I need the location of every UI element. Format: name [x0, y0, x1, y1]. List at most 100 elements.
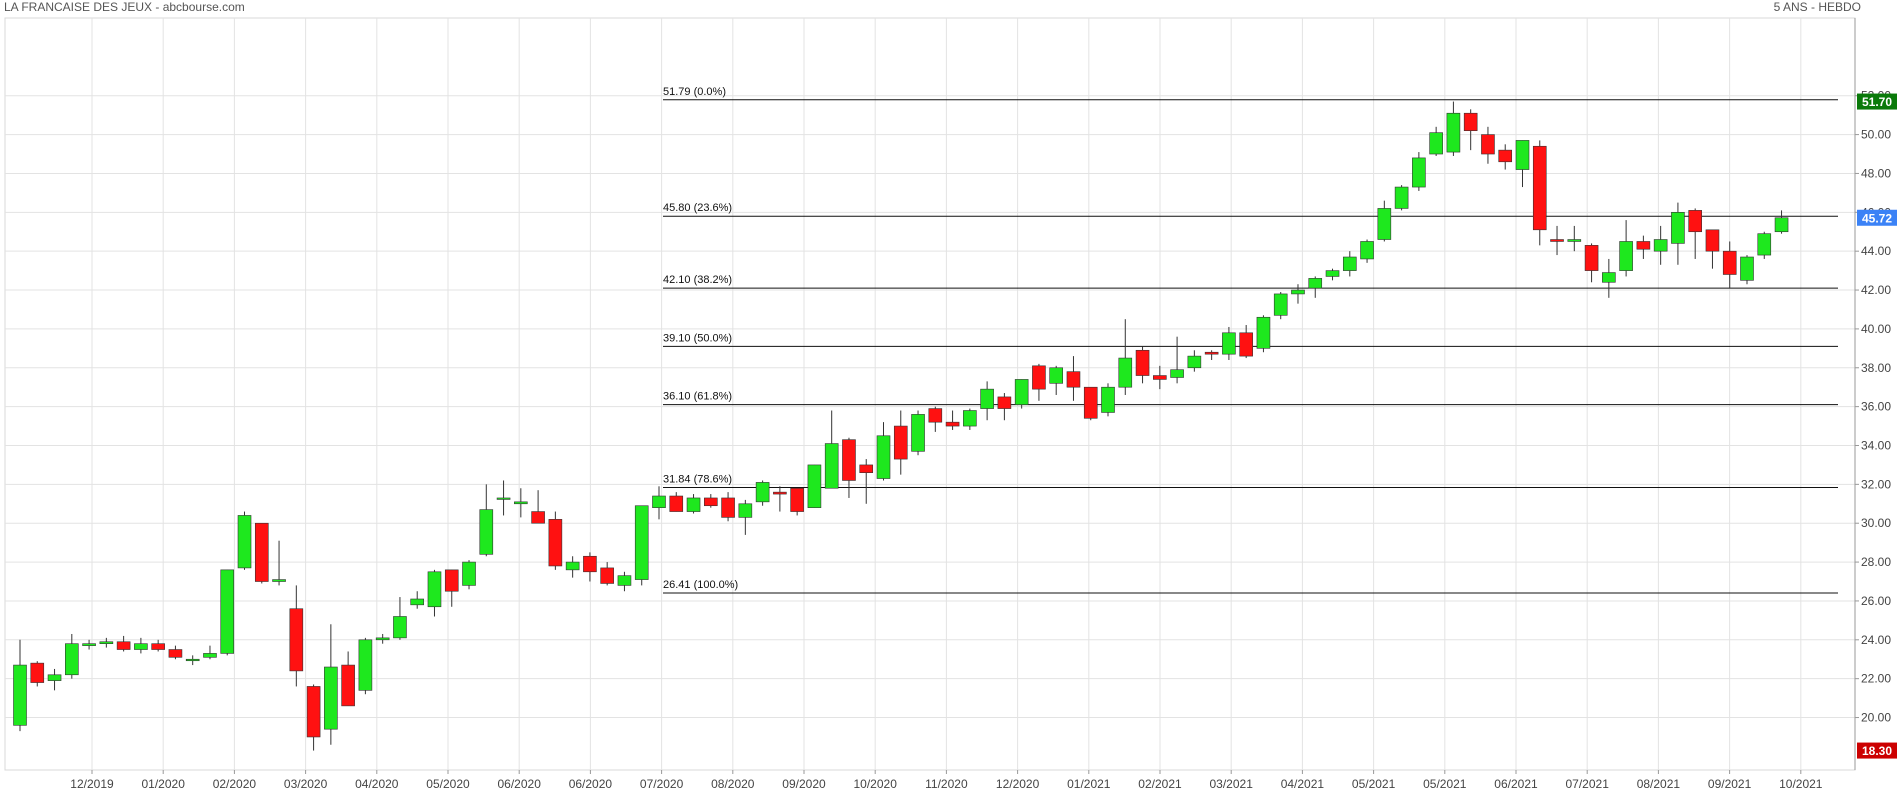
candle-body: [980, 388, 994, 409]
candle-body: [1515, 140, 1530, 170]
candle-body: [1170, 369, 1184, 378]
candle-down: [1032, 363, 1046, 401]
candle-down: [669, 492, 684, 512]
candle-down: [548, 511, 563, 570]
candle-body: [893, 425, 908, 460]
candle-down: [842, 437, 856, 498]
price-badge-last: 45.72: [1857, 209, 1897, 226]
candle-up: [1256, 315, 1271, 353]
candle-body: [755, 482, 770, 503]
candle-up: [1273, 291, 1288, 320]
candle-up: [375, 633, 390, 644]
candle-up: [1325, 268, 1340, 281]
chart-title: LA FRANCAISE DES JEUX - abcbourse.com: [4, 0, 245, 14]
candle-down: [1204, 350, 1219, 360]
candle-body: [634, 505, 649, 580]
candle-body: [306, 686, 321, 738]
candle-body: [1550, 239, 1564, 242]
candle-body: [1584, 245, 1599, 271]
price-badge-bg: [1857, 93, 1897, 110]
candle-body: [1636, 241, 1651, 250]
candle-body: [1481, 134, 1495, 155]
candle-down: [168, 645, 183, 660]
y-tick-label: 36.00: [1861, 400, 1891, 414]
candle-down: [1239, 325, 1253, 359]
candle-body: [514, 501, 528, 505]
candle-up: [807, 464, 822, 508]
candle-up: [47, 668, 62, 691]
candle-down: [773, 486, 787, 512]
y-tick-label: 20.00: [1861, 711, 1891, 725]
candle-down: [1722, 241, 1737, 289]
candle-body: [168, 649, 183, 658]
candle-body: [1740, 256, 1754, 281]
candle-body: [65, 643, 79, 676]
candle-body: [548, 519, 563, 567]
candle-body: [496, 497, 511, 500]
candle-body: [1688, 210, 1702, 233]
candle-down: [289, 585, 304, 687]
candle-body: [1083, 386, 1098, 419]
fibonacci-level-label: 26.41 (100.0%): [663, 579, 738, 591]
candle-up: [427, 569, 442, 617]
candle-down: [30, 661, 45, 687]
candle-body: [1342, 256, 1357, 271]
candle-down: [600, 562, 614, 586]
candle-up: [1653, 225, 1668, 265]
fibonacci-level-label: 45.80 (23.6%): [663, 202, 732, 214]
candle-up: [1308, 276, 1323, 298]
candle-body: [1446, 112, 1461, 153]
fibonacci-level-label: 42.10 (38.2%): [663, 274, 732, 286]
candle-up: [963, 408, 977, 430]
candle-down: [1083, 386, 1098, 421]
x-tick-label: 01/2021: [1067, 777, 1111, 791]
candle-up: [13, 639, 27, 732]
candle-body: [116, 641, 131, 650]
x-tick-label: 07/2021: [1566, 777, 1610, 791]
candle-body: [427, 571, 442, 608]
candle-body: [876, 435, 891, 479]
candle-body: [617, 575, 632, 586]
x-tick-label: 12/2019: [70, 777, 114, 791]
candle-down: [1135, 346, 1150, 384]
candle-up: [980, 381, 994, 421]
candle-down: [1532, 140, 1547, 246]
x-tick-label: 05/2021: [1423, 777, 1467, 791]
candle-body: [444, 569, 459, 592]
candle-body: [289, 608, 304, 672]
candle-body: [1498, 149, 1513, 163]
candle-up: [1567, 225, 1582, 252]
candle-body: [652, 495, 666, 508]
candle-up: [358, 637, 373, 695]
candle-up: [496, 480, 511, 516]
candle-body: [945, 421, 960, 427]
x-tick-label: 02/2020: [213, 777, 257, 791]
candle-body: [393, 616, 407, 639]
candle-body: [479, 509, 494, 555]
candle-body: [1774, 217, 1789, 233]
x-tick-label: 09/2020: [782, 777, 826, 791]
candle-down: [1584, 243, 1599, 283]
candle-up: [1394, 185, 1409, 211]
candle-body: [1101, 386, 1115, 413]
candle-down: [1705, 229, 1720, 269]
candle-down: [859, 459, 874, 504]
candle-body: [1653, 239, 1668, 252]
candle-down: [945, 410, 960, 430]
candle-body: [203, 653, 217, 658]
x-tick-label: 06/2020: [498, 777, 542, 791]
price-badge-low: 18.30: [1857, 742, 1897, 759]
fibonacci-level-label: 36.10 (61.8%): [663, 391, 732, 403]
candle-body: [185, 658, 200, 662]
plot-frame: [4, 17, 1856, 771]
y-tick-label: 28.00: [1861, 555, 1891, 569]
candle-up: [237, 511, 252, 570]
candle-body: [703, 497, 718, 507]
y-tick-label: 44.00: [1861, 244, 1891, 258]
candle-up: [1602, 258, 1616, 298]
candle-up: [1342, 251, 1357, 277]
candle-body: [1135, 349, 1150, 376]
fibonacci-level-label: 39.10 (50.0%): [663, 332, 732, 344]
candle-up: [99, 637, 114, 648]
